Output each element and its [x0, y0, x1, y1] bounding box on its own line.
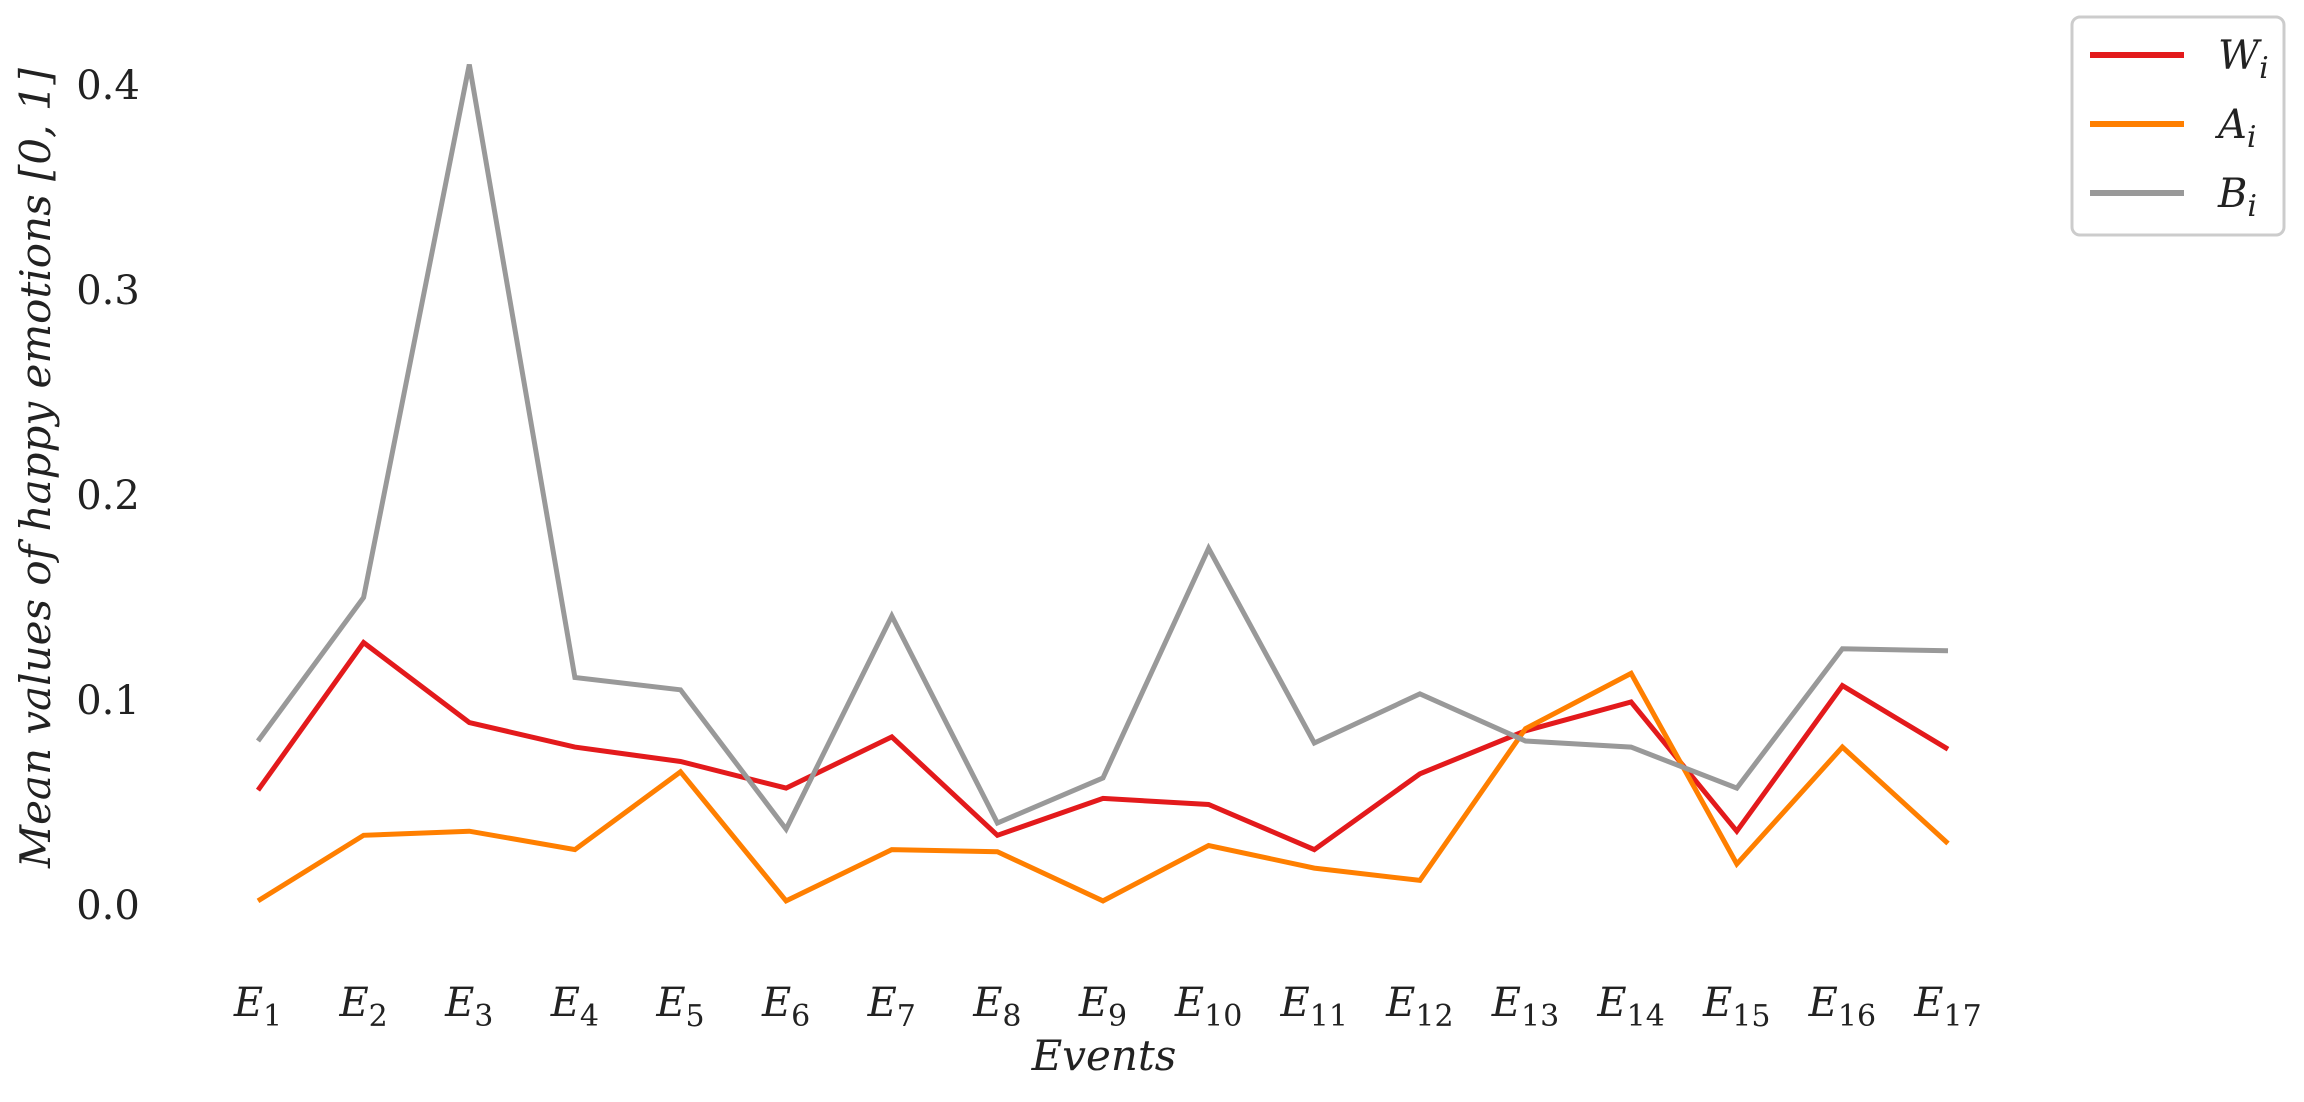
legend-label-base: B: [2217, 171, 2247, 217]
y-tick-label: 0.1: [76, 678, 140, 724]
x-tick-label: E17: [1913, 980, 1981, 1034]
x-tick-label: E6: [761, 980, 810, 1034]
x-tick-subscript: 5: [686, 999, 705, 1034]
x-tick-base: E: [1078, 980, 1108, 1026]
x-tick-label: E5: [655, 980, 704, 1034]
x-tick-base: E: [1385, 980, 1415, 1026]
legend-label-subscript: i: [2247, 120, 2257, 155]
x-tick-label: E9: [1078, 980, 1127, 1034]
series-line-b: [255, 64, 1949, 834]
x-tick-subscript: 12: [1415, 999, 1453, 1034]
x-tick-base: E: [1280, 980, 1310, 1026]
y-tick-label: 0.4: [76, 63, 140, 109]
x-tick-base: E: [1808, 980, 1838, 1026]
legend-label-a: Ai: [2214, 102, 2257, 155]
x-tick-subscript: 7: [897, 999, 916, 1034]
x-tick-subscript: 16: [1838, 999, 1876, 1034]
x-tick-label: E15: [1702, 980, 1770, 1034]
x-tick-label: E7: [867, 980, 916, 1034]
x-tick-subscript: 10: [1204, 999, 1242, 1034]
x-tick-subscript: 15: [1732, 999, 1770, 1034]
x-tick-base: E: [1596, 980, 1626, 1026]
x-tick-base: E: [972, 980, 1002, 1026]
x-tick-subscript: 2: [369, 999, 388, 1034]
x-tick-base: E: [1491, 980, 1521, 1026]
x-tick-label: E13: [1491, 980, 1559, 1034]
legend-label-subscript: i: [2259, 51, 2269, 86]
x-tick-subscript: 17: [1944, 999, 1982, 1034]
x-tick-subscript: 13: [1521, 999, 1559, 1034]
x-tick-subscript: 6: [791, 999, 810, 1034]
x-tick-base: E: [444, 980, 474, 1026]
x-tick-subscript: 4: [580, 999, 599, 1034]
y-axis-label: Mean values of happy emotions [0, 1]: [11, 67, 60, 868]
x-tick-label: E2: [338, 980, 387, 1034]
y-tick-label: 0.0: [76, 883, 140, 929]
x-axis-label: Events: [1031, 1031, 1177, 1080]
series-lines: [255, 64, 1950, 905]
x-tick-base: E: [1913, 980, 1943, 1026]
legend-label-base: W: [2218, 33, 2262, 79]
x-tick-subscript: 14: [1627, 999, 1665, 1034]
legend-label-w: Wi: [2218, 33, 2269, 86]
x-tick-base: E: [867, 980, 897, 1026]
x-axis-ticks: E1 E2 E3 E4 E5 E6 E7 E8 E9 E10 E11 E12 E13 E14 E15 E16 E…: [233, 980, 1982, 1034]
series-line-w: [255, 639, 1950, 853]
y-tick-label: 0.3: [76, 268, 140, 314]
x-tick-base: E: [550, 980, 580, 1026]
x-tick-label: E12: [1385, 980, 1453, 1034]
x-tick-base: E: [1702, 980, 1732, 1026]
x-tick-base: E: [761, 980, 791, 1026]
x-tick-label: E16: [1808, 980, 1876, 1034]
x-tick-label: E10: [1174, 980, 1242, 1034]
x-tick-label: E14: [1596, 980, 1664, 1034]
x-tick-subscript: 8: [1002, 999, 1021, 1034]
x-tick-base: E: [233, 980, 263, 1026]
x-tick-subscript: 11: [1310, 999, 1348, 1034]
x-tick-subscript: 1: [263, 999, 282, 1034]
series-line-a: [256, 670, 1950, 905]
x-tick-subscript: 9: [1108, 999, 1127, 1034]
x-tick-label: E3: [444, 980, 493, 1034]
x-tick-label: E1: [233, 980, 282, 1034]
x-tick-label: E11: [1280, 980, 1348, 1034]
x-tick-base: E: [338, 980, 368, 1026]
x-tick-base: E: [655, 980, 685, 1026]
x-tick-label: E8: [972, 980, 1021, 1034]
legend-label-subscript: i: [2247, 189, 2257, 224]
y-tick-label: 0.2: [76, 473, 140, 519]
x-tick-label: E4: [550, 980, 599, 1034]
legend-label-base: A: [2214, 102, 2247, 148]
x-tick-base: E: [1174, 980, 1204, 1026]
y-axis-ticks: 0.0 0.1 0.2 0.3 0.4: [76, 63, 140, 929]
x-tick-subscript: 3: [474, 999, 493, 1034]
legend-label-b: Bi: [2217, 171, 2257, 224]
